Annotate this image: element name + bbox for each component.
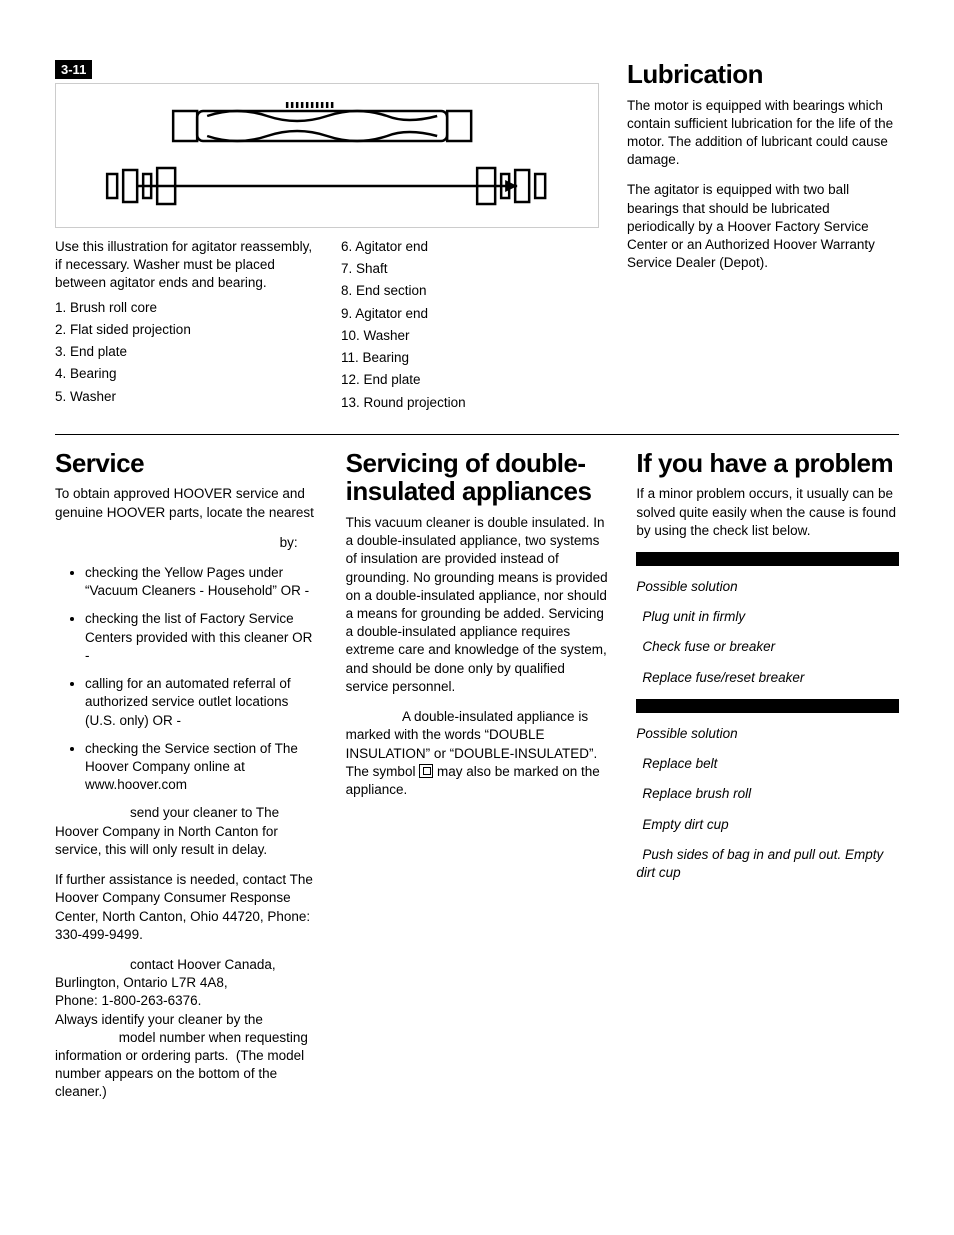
parts-list-left: 1. Brush roll core 2. Flat sided project… [55, 299, 313, 406]
problem-section: If you have a problem If a minor problem… [636, 449, 899, 1102]
service-bullet: checking the Service section of The Hoov… [85, 740, 318, 795]
solution-item: Replace fuse/reset breaker [636, 669, 899, 687]
problem-bar-1 [636, 552, 899, 566]
service-bullets: checking the Yellow Pages under “Vacuum … [55, 564, 318, 794]
agitator-svg [67, 96, 587, 216]
service-section: Service To obtain approved HOOVER servic… [55, 449, 318, 1102]
service-identify: Always identify your cleaner by the [55, 1011, 318, 1029]
solution-item: Check fuse or breaker [636, 638, 899, 656]
solution-item: Replace belt [636, 755, 899, 773]
section-separator [55, 434, 899, 435]
service-intro: To obtain approved HOOVER service and ge… [55, 485, 318, 521]
problem-bar-2 [636, 699, 899, 713]
doubleins-p2: A double-insulated appliance is marked w… [346, 708, 609, 799]
solution-item: Empty dirt cup [636, 816, 899, 834]
part-item: 10. Washer [341, 327, 599, 345]
part-item: 5. Washer [55, 388, 313, 406]
parts-columns: Use this illustration for agitator reass… [55, 238, 599, 416]
part-item: 13. Round projection [341, 394, 599, 412]
parts-left-col: Use this illustration for agitator reass… [55, 238, 313, 416]
doubleins-heading: Servicing of double-insulated appliances [346, 449, 609, 506]
double-insulation-symbol-icon [419, 764, 433, 778]
lubrication-section: Lubrication The motor is equipped with b… [627, 60, 899, 416]
parts-intro: Use this illustration for agitator reass… [55, 238, 313, 293]
part-item: 3. End plate [55, 343, 313, 361]
service-send: send your cleaner to The Hoover Company … [55, 804, 318, 859]
service-bullet: calling for an automated referral of aut… [85, 675, 318, 730]
service-identify2: model number when requesting information… [55, 1029, 318, 1102]
service-canada-phone: Phone: 1-800-263-6376. [55, 992, 318, 1010]
lubrication-p1: The motor is equipped with bearings whic… [627, 97, 899, 170]
part-item: 2. Flat sided projection [55, 321, 313, 339]
problem-heading: If you have a problem [636, 449, 899, 478]
part-item: 12. End plate [341, 371, 599, 389]
lubrication-heading: Lubrication [627, 60, 899, 89]
parts-right-col: 6. Agitator end 7. Shaft 8. End section … [341, 238, 599, 416]
parts-list-right: 6. Agitator end 7. Shaft 8. End section … [341, 238, 599, 412]
service-bullet: checking the Yellow Pages under “Vacuum … [85, 564, 318, 600]
service-canada: contact Hoover Canada, Burlington, Ontar… [55, 956, 318, 992]
part-item: 8. End section [341, 282, 599, 300]
service-assist: If further assistance is needed, contact… [55, 871, 318, 944]
service-heading: Service [55, 449, 318, 478]
service-by: by: [55, 534, 318, 552]
part-item: 9. Agitator end [341, 305, 599, 323]
solution-item: Push sides of bag in and pull out. Empty… [636, 846, 899, 882]
figure-and-parts: 3-11 [55, 60, 599, 416]
top-row: 3-11 [55, 60, 899, 416]
doubleins-p1: This vacuum cleaner is double insulated.… [346, 514, 609, 696]
possible-solution-label-2: Possible solution [636, 725, 899, 743]
part-item: 4. Bearing [55, 365, 313, 383]
service-bullet: checking the list of Factory Service Cen… [85, 610, 318, 665]
bottom-row: Service To obtain approved HOOVER servic… [55, 449, 899, 1102]
part-item: 1. Brush roll core [55, 299, 313, 317]
lubrication-p2: The agitator is equipped with two ball b… [627, 181, 899, 272]
figure-tag: 3-11 [55, 60, 92, 79]
agitator-illustration [55, 83, 599, 228]
part-item: 6. Agitator end [341, 238, 599, 256]
solution-item: Plug unit in firmly [636, 608, 899, 626]
doubleins-section: Servicing of double-insulated appliances… [346, 449, 609, 1102]
part-item: 11. Bearing [341, 349, 599, 367]
solution-item: Replace brush roll [636, 785, 899, 803]
part-item: 7. Shaft [341, 260, 599, 278]
possible-solution-label-1: Possible solution [636, 578, 899, 596]
problem-intro: If a minor problem occurs, it usually ca… [636, 485, 899, 540]
